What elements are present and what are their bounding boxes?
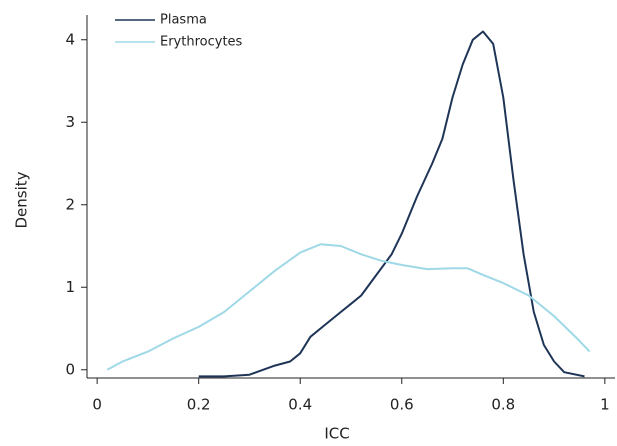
x-tick-label: 0	[92, 396, 102, 414]
x-tick-label: 0.6	[390, 396, 414, 414]
y-tick-label: 0	[65, 360, 75, 378]
y-tick-label: 3	[65, 113, 75, 131]
x-tick-label: 1	[600, 396, 610, 414]
x-axis-label: ICC	[324, 425, 349, 443]
x-tick-label: 0.4	[288, 396, 312, 414]
y-tick-label: 1	[65, 278, 75, 296]
density-line	[198, 30, 585, 378]
legend-label: Erythrocytes	[160, 35, 243, 50]
y-tick-label: 2	[65, 195, 75, 213]
density-line	[106, 243, 591, 371]
legend-label: Plasma	[160, 13, 207, 28]
y-axis-label: Density	[13, 171, 31, 228]
x-tick-label: 0.2	[187, 396, 211, 414]
y-tick-label: 4	[65, 30, 75, 48]
x-tick-label: 0.8	[491, 396, 515, 414]
